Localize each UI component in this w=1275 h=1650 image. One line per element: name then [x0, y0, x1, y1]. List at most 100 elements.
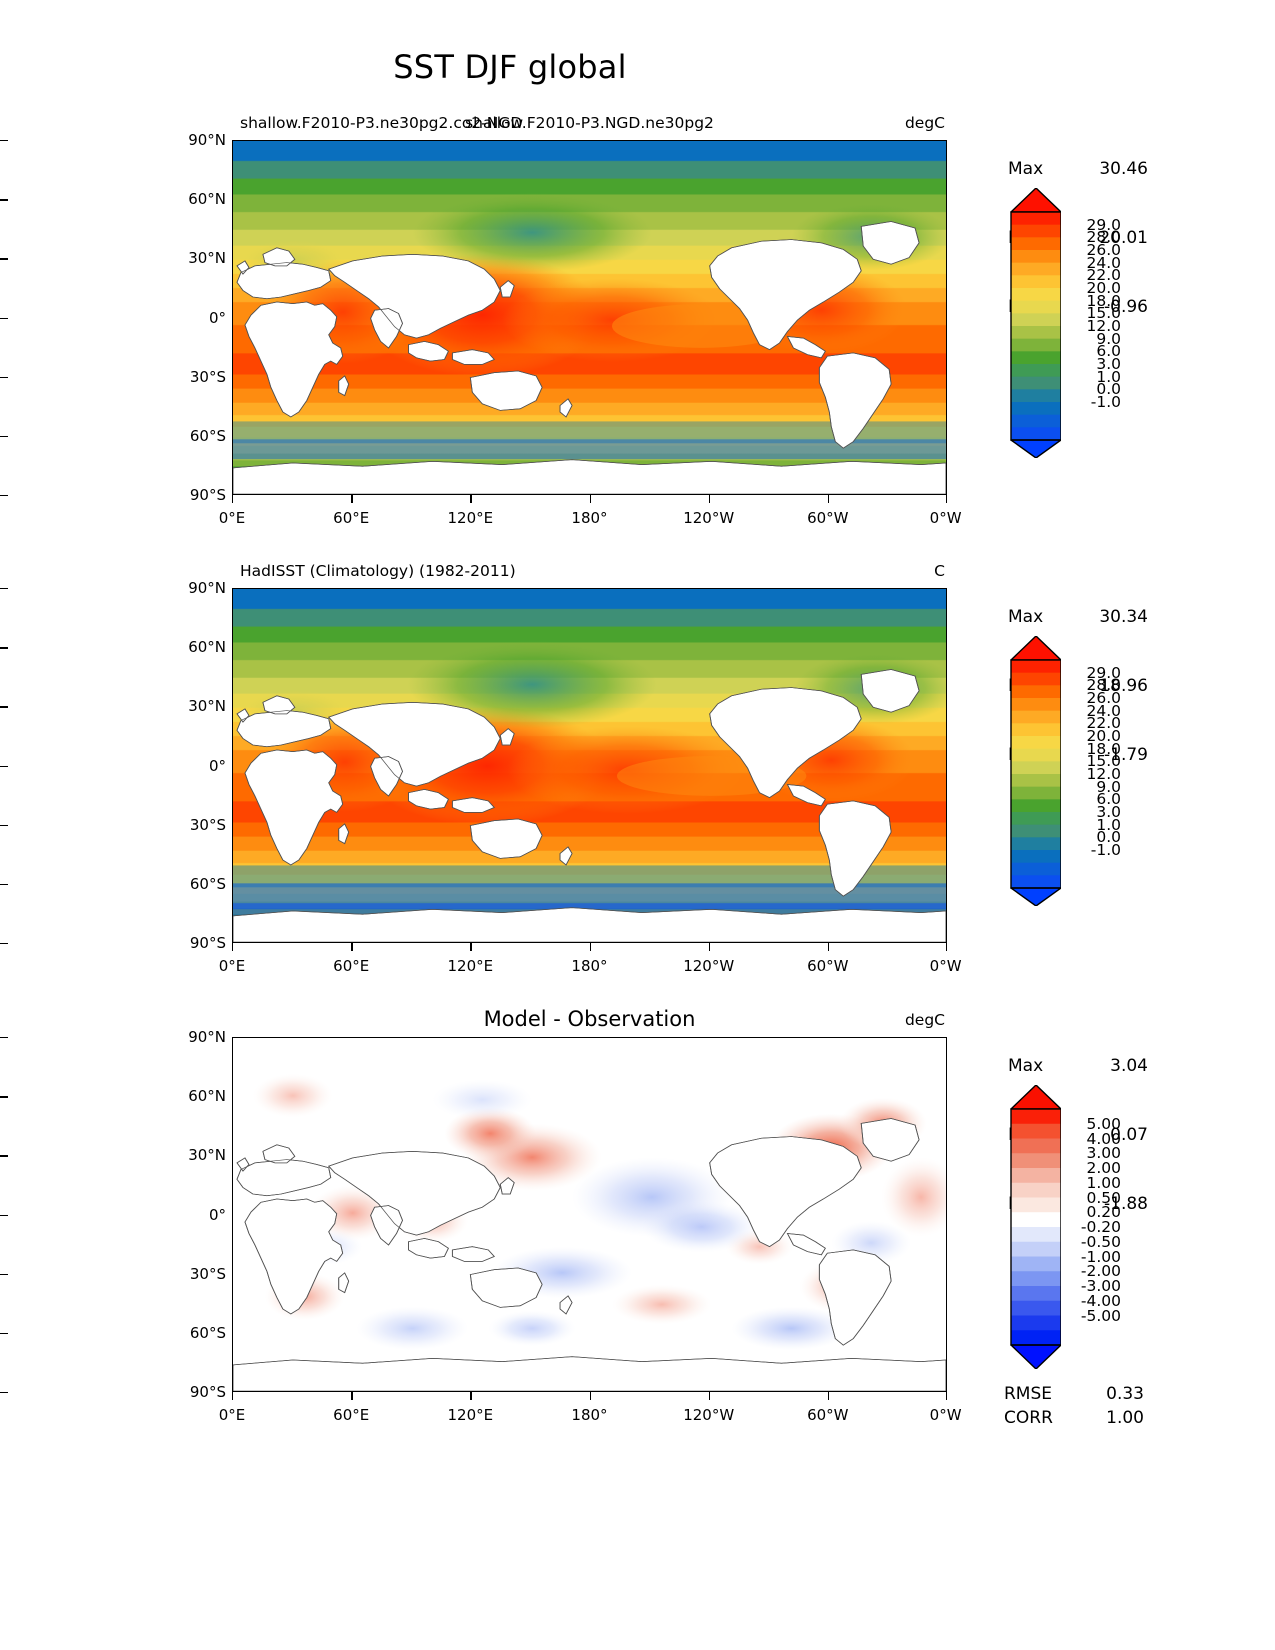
- colorbar-model-tick-label: 24.0: [1086, 253, 1121, 272]
- colorbar-difference-tick-label: 5.00: [1086, 1114, 1121, 1133]
- colorbar-observation-tick-label: 3.0: [1096, 803, 1121, 821]
- ytick-mark: [0, 883, 8, 886]
- xtick-180: 180°: [571, 1406, 608, 1424]
- colorbar-model-swatch: [1011, 237, 1061, 251]
- ytick-30n: 30°N: [188, 1146, 226, 1165]
- colorbar-observation-tick-label: 12.0: [1086, 765, 1121, 783]
- panel-difference-header-center: Model - Observation: [483, 1007, 696, 1031]
- colorbar-difference-tick-label: 3.00: [1086, 1144, 1121, 1163]
- xtick-120w: 120°W: [683, 957, 735, 975]
- ytick-60s: 60°S: [189, 426, 226, 445]
- colorbar-difference-swatch: [1011, 1300, 1061, 1316]
- stat-max-label: Max: [1008, 159, 1044, 179]
- ytick-mark: [0, 199, 8, 201]
- colorbar-observation-swatch: [1011, 660, 1061, 674]
- xtick-0e: 0°E: [218, 1406, 246, 1424]
- map-difference[interactable]: [232, 1037, 947, 1392]
- colorbar-model-swatch: [1011, 275, 1061, 289]
- colorbar-model[interactable]: 29.0 28.0 26.0 24.0 22.0 20.0 18.0 15.0 12.0 9.0 6…: [1005, 188, 1121, 458]
- colorbar-difference-tick-label: -5.00: [1080, 1306, 1121, 1325]
- colorbar-model-tick-label: 12.0: [1086, 317, 1121, 335]
- ytick-90n: 90°N: [188, 1028, 226, 1046]
- colorbar-model-swatch: [1011, 313, 1061, 327]
- colorbar-observation-swatch: [1011, 698, 1061, 712]
- xtick-120e: 120°E: [447, 509, 494, 527]
- colorbar-observation-swatch: [1011, 748, 1061, 762]
- colorbar-difference-swatch: [1011, 1212, 1061, 1228]
- colorbar-difference-swatch: [1011, 1182, 1061, 1198]
- map-observation[interactable]: [232, 588, 947, 943]
- ytick-60s: 60°S: [189, 1323, 226, 1342]
- colorbar-difference-swatch: [1011, 1315, 1061, 1331]
- colorbar-model-tick-label: 29.0: [1086, 215, 1121, 234]
- rmse-label: RMSE: [1004, 1384, 1053, 1404]
- xtick-60w: 60°W: [807, 957, 849, 975]
- panel-model-xaxis: 0°E 60°E 120°E 180° 120°W 60°W 0°W: [219, 495, 962, 529]
- ytick-90s: 90°S: [189, 934, 226, 952]
- ytick-30s: 30°S: [189, 815, 226, 834]
- corr-label: CORR: [1004, 1408, 1053, 1428]
- corr-value: 1.00: [1106, 1408, 1144, 1428]
- colorbar-difference-swatch: [1011, 1138, 1061, 1154]
- ytick-30s: 30°S: [189, 367, 226, 386]
- xtick-0w: 0°W: [929, 509, 962, 527]
- panel-observation: HadISST (Climatology) (1982-2011) C 90°N…: [0, 562, 1148, 978]
- ytick-mark: [0, 317, 8, 319]
- ytick-mark: [0, 588, 8, 590]
- colorbar-model-swatch: [1011, 364, 1061, 378]
- panel-model-header-center: shallow.F2010-P3.NGD.ne30pg2: [465, 114, 714, 132]
- panel-observation-header-left: HadISST (Climatology) (1982-2011): [240, 562, 516, 580]
- ytick-30n: 30°N: [188, 697, 226, 716]
- colorbar-observation[interactable]: 29.0 28.0 26.0 24.0 22.0 20.0 18.0 15.0 12.0 9.0 6…: [1005, 636, 1121, 906]
- ytick-mark: [0, 943, 8, 945]
- xtick-180: 180°: [571, 957, 608, 975]
- panel-model-header-right: degC: [904, 114, 945, 132]
- colorbar-difference-swatch: [1011, 1286, 1061, 1302]
- rmse-value: 0.33: [1106, 1384, 1144, 1404]
- panel-difference: Model - Observation degC 90°N 60°N 30°N …: [0, 1007, 1148, 1428]
- ytick-mark: [0, 765, 8, 767]
- map-model[interactable]: [232, 140, 947, 495]
- xtick-120e: 120°E: [447, 957, 494, 975]
- stat-min-value: -1.88: [1104, 1194, 1148, 1214]
- stat-max-label: Max: [1008, 1056, 1044, 1076]
- ytick-mark: [0, 435, 8, 438]
- colorbar-difference-swatch: [1011, 1123, 1061, 1139]
- colorbar-model-swatch: [1011, 300, 1061, 314]
- colorbar-model-tick-label: 3.0: [1096, 355, 1121, 373]
- ytick-mark: [0, 1037, 8, 1039]
- ytick-mark: [0, 1214, 8, 1216]
- colorbar-model-tick-label: -1.0: [1090, 393, 1121, 411]
- ytick-mark: [0, 1273, 8, 1276]
- colorbar-observation-swatch: [1011, 875, 1061, 889]
- colorbar-model-swatch: [1011, 338, 1061, 352]
- xtick-180: 180°: [571, 509, 608, 527]
- colorbar-difference[interactable]: 5.00 4.00 3.00 2.00 1.00 0.50 0.20 -0.20 -0.50 -1…: [1005, 1085, 1121, 1369]
- ytick-60n: 60°N: [188, 190, 226, 209]
- colorbar-observation-swatch: [1011, 850, 1061, 864]
- ytick-60n: 60°N: [188, 1087, 226, 1106]
- colorbar-model-tick-label: 1.0: [1096, 367, 1121, 386]
- colorbar-observation-tick-label: 18.0: [1086, 739, 1121, 758]
- colorbar-model-swatch: [1011, 414, 1061, 428]
- colorbar-model-swatch: [1011, 402, 1061, 416]
- colorbar-observation-tick-label: 26.0: [1086, 689, 1121, 707]
- colorbar-observation-swatch: [1011, 685, 1061, 699]
- colorbar-model-tick-label: 22.0: [1086, 266, 1121, 285]
- xtick-120w: 120°W: [683, 1406, 735, 1424]
- colorbar-observation-tick-label: 1.0: [1096, 815, 1121, 834]
- colorbar-difference-tick-label: 4.00: [1086, 1129, 1121, 1148]
- colorbar-observation-swatch: [1011, 672, 1061, 686]
- colorbar-difference-tick-label: -2.00: [1080, 1262, 1121, 1281]
- stat-max-value: 30.46: [1099, 159, 1148, 179]
- colorbar-difference-swatch: [1011, 1241, 1061, 1257]
- colorbar-observation-tick-label: 20.0: [1086, 727, 1121, 745]
- panel-model-yaxis: 90°N 60°N 30°N 0° 30°S 60°S 90°S: [180, 131, 226, 504]
- colorbar-difference-tick-label: -3.00: [1080, 1277, 1121, 1295]
- colorbar-difference-swatch: [1011, 1330, 1061, 1346]
- ytick-60n: 60°N: [188, 638, 226, 657]
- stat-min-value: -0.96: [1104, 297, 1148, 317]
- colorbar-model-swatch: [1011, 262, 1061, 276]
- panel-difference-footer: RMSE 0.33 CORR 1.00: [1004, 1382, 1144, 1430]
- colorbar-difference-tick-label: -0.20: [1080, 1218, 1121, 1236]
